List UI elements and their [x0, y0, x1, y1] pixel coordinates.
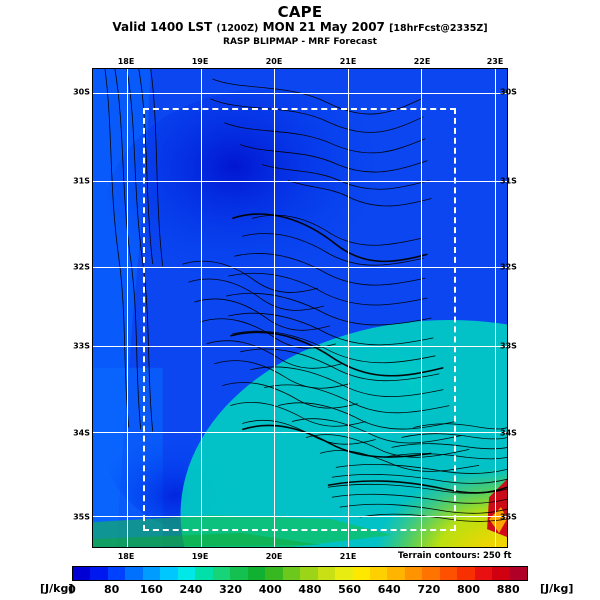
colorbar-tick-640: 640 — [377, 583, 401, 596]
axis-label-left-35s: 35S — [73, 512, 90, 522]
colorbar-swatch-17 — [369, 567, 388, 580]
valid-time-line: Valid 1400 LST (1200Z) MON 21 May 2007 [… — [0, 20, 600, 36]
axis-label-top-21e: 21E — [339, 57, 357, 66]
colorbar-swatch-19 — [404, 567, 423, 580]
colorbar-swatch-20 — [422, 567, 440, 580]
colorbar-swatch-12 — [282, 567, 301, 580]
colorbar-swatch-5 — [160, 567, 178, 580]
grid-line-lon-19e — [200, 69, 202, 547]
page-title: CAPE — [277, 3, 323, 21]
colorbar-swatch-21 — [439, 567, 458, 580]
colorbar-unit-left: [J/kg] — [40, 582, 74, 595]
axis-label-right-30s: 30S — [500, 87, 517, 97]
grid-line-lat-32s — [93, 267, 507, 269]
colorbar-swatch-11 — [265, 567, 283, 580]
axis-label-right-33s: 33S — [500, 341, 517, 351]
colorbar-swatch-7 — [195, 567, 213, 580]
colorbar-swatch-23 — [474, 567, 493, 580]
colorbar-tick-720: 720 — [417, 583, 441, 596]
colorbar-tick-320: 320 — [219, 583, 243, 596]
axis-label-bottom-18e: 18E — [117, 552, 135, 561]
colorbar-swatch-4 — [142, 567, 161, 580]
grid-line-lat-34s — [93, 432, 507, 434]
title-block: CAPE Valid 1400 LST (1200Z) MON 21 May 2… — [0, 4, 600, 49]
colorbar-swatch-0 — [73, 567, 91, 580]
colorbar-swatch-8 — [212, 567, 231, 580]
colorbar-swatch-24 — [492, 567, 510, 580]
grid-line-lon-20e — [274, 69, 276, 547]
forecast-domain-box — [143, 108, 456, 531]
colorbar-swatch-2 — [107, 567, 126, 580]
colorbar-swatch-25 — [509, 567, 528, 580]
axis-label-right-31s: 31S — [500, 176, 517, 186]
colorbar-tick-0: 0 — [68, 583, 76, 596]
colorbar-swatch-22 — [457, 567, 475, 580]
forecast-stamp: [18hrFcst@2335Z] — [389, 23, 488, 34]
terrain-contour-note: Terrain contours: 250 ft — [398, 551, 512, 561]
axis-label-left-31s: 31S — [73, 176, 90, 186]
axis-label-left-34s: 34S — [73, 428, 90, 438]
colorbar-tick-800: 800 — [457, 583, 480, 596]
axis-label-right-35s: 35S — [500, 512, 517, 522]
colorbar-tick-160: 160 — [139, 583, 163, 596]
grid-line-lat-33s — [93, 346, 507, 348]
axis-label-top-19e: 19E — [191, 57, 209, 66]
colorbar-swatch-9 — [230, 567, 248, 580]
axis-label-bottom-21e: 21E — [339, 552, 357, 561]
colorbar-swatch-16 — [352, 567, 370, 580]
grid-line-lon-18e — [126, 69, 128, 547]
colorbar-tick-560: 560 — [338, 583, 362, 596]
map-plot-area[interactable] — [92, 68, 508, 548]
colorbar-swatch-3 — [125, 567, 143, 580]
axis-label-right-34s: 34S — [500, 428, 517, 438]
axis-label-left-30s: 30S — [73, 87, 90, 97]
grid-line-lon-23e — [494, 69, 496, 547]
colorbar-unit-right: [J/kg] — [540, 582, 574, 595]
valid-time-main: Valid 1400 LST — [112, 20, 213, 34]
grid-line-lat-30s — [93, 92, 507, 94]
axis-label-bottom-20e: 20E — [265, 552, 283, 561]
colorbar-tick-400: 400 — [258, 583, 282, 596]
colorbar-tick-240: 240 — [179, 583, 203, 596]
axis-label-top-23e: 23E — [486, 57, 504, 66]
colorbar-tick-880: 880 — [496, 583, 520, 596]
axis-label-left-33s: 33S — [73, 341, 90, 351]
axis-label-top-22e: 22E — [413, 57, 431, 66]
colorbar-swatch-13 — [300, 567, 318, 580]
colorbar-tick-80: 80 — [103, 583, 120, 596]
model-subtitle: RASP BLIPMAP - MRF Forecast — [223, 37, 377, 47]
colorbar-swatch-14 — [317, 567, 336, 580]
axis-label-top-20e: 20E — [265, 57, 283, 66]
grid-line-lon-21e — [347, 69, 349, 547]
axis-label-top-18e: 18E — [117, 57, 135, 66]
axis-label-bottom-19e: 19E — [191, 552, 209, 561]
colorbar-swatch-15 — [335, 567, 353, 580]
axis-label-right-32s: 32S — [500, 262, 517, 272]
valid-time-date: MON 21 May 2007 — [262, 20, 385, 34]
axis-label-left-32s: 32S — [73, 262, 90, 272]
grid-line-lat-31s — [93, 181, 507, 183]
colorbar-swatch-10 — [247, 567, 266, 580]
colorbar-tick-480: 480 — [298, 583, 322, 596]
valid-time-utc: (1200Z) — [216, 23, 259, 34]
colorbar-swatch-6 — [177, 567, 196, 580]
colorbar-swatch-1 — [90, 567, 108, 580]
grid-line-lat-35s — [93, 515, 507, 517]
colorbar-swatch-18 — [387, 567, 405, 580]
cape-colorbar — [72, 566, 528, 581]
grid-line-lon-22e — [421, 69, 423, 547]
